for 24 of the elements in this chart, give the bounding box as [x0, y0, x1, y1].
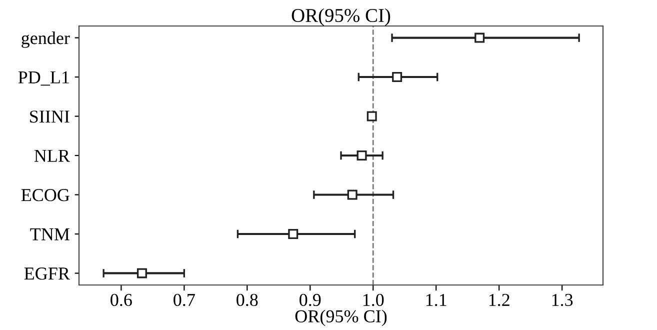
point	[366, 111, 377, 122]
y-tick-label: PD_L1	[18, 71, 69, 86]
x-tick-label: 1.2	[489, 294, 510, 306]
point	[474, 32, 485, 43]
x-tick-label: 0.9	[300, 294, 321, 306]
x-tick-label: 0.7	[174, 294, 195, 306]
point	[288, 228, 298, 239]
x-tick-label: 0.6	[110, 294, 132, 306]
x-tick-label: 1.3	[552, 294, 573, 306]
point	[356, 150, 367, 160]
y-tick-label: NLR	[34, 150, 70, 162]
point	[136, 268, 147, 278]
y-tick-label: TNM	[30, 228, 70, 240]
x-tick-label: 1.1	[426, 294, 446, 306]
chart-title: OR(95% CI)	[292, 8, 390, 26]
x-axis-title: OR(95% CI)	[295, 310, 387, 326]
x-tick-label: 0.8	[236, 294, 258, 306]
y-tick-label: SIINI	[30, 110, 70, 123]
x-tick-label: 1.0	[363, 294, 384, 306]
y-tick-label: EGFR	[24, 268, 70, 280]
point	[392, 72, 402, 82]
y-tick-label: ECOG	[21, 189, 70, 202]
y-tick-label: gender	[22, 32, 70, 48]
point	[347, 190, 358, 200]
